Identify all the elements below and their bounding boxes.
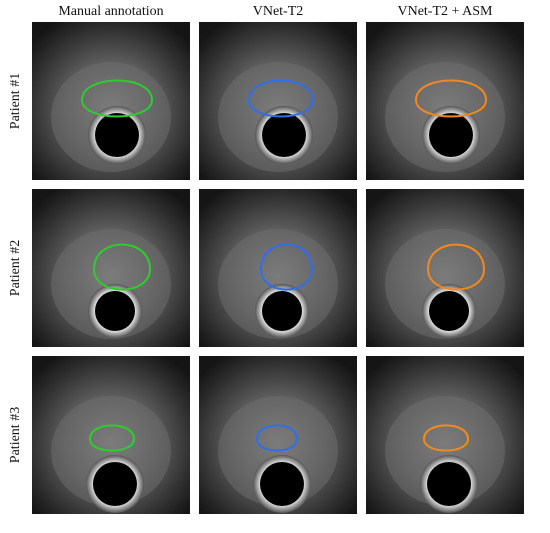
mri-image	[32, 356, 190, 514]
rectum-core	[429, 113, 473, 157]
column-header: VNet-T2 + ASM	[397, 4, 493, 19]
row-label: Patient #1	[8, 73, 23, 129]
rectum-core	[262, 291, 302, 331]
rectum-core	[262, 113, 306, 157]
mri-image	[32, 22, 190, 180]
rectum-core	[429, 291, 469, 331]
prostate-contour	[422, 424, 470, 452]
row-label: Patient #3	[8, 407, 23, 463]
mri-image	[366, 189, 524, 347]
mri-image	[366, 22, 524, 180]
row-label: Patient #2	[8, 240, 23, 296]
prostate-contour	[92, 243, 152, 291]
rectum-core	[95, 113, 139, 157]
mri-image	[199, 189, 357, 347]
mri-image	[199, 22, 357, 180]
prostate-contour	[80, 79, 154, 118]
mri-image	[366, 356, 524, 514]
prostate-contour	[259, 243, 313, 291]
prostate-contour	[247, 79, 314, 118]
column-header: VNet-T2	[253, 4, 304, 19]
prostate-contour	[255, 424, 299, 452]
rectum-core	[95, 291, 135, 331]
prostate-contour	[414, 79, 488, 118]
prostate-contour	[88, 424, 136, 452]
mri-image	[32, 189, 190, 347]
rectum-core	[260, 462, 304, 506]
mri-image	[199, 356, 357, 514]
rectum-core	[427, 462, 471, 506]
column-header: Manual annotation	[58, 4, 163, 19]
prostate-contour	[426, 243, 486, 291]
rectum-core	[93, 462, 137, 506]
